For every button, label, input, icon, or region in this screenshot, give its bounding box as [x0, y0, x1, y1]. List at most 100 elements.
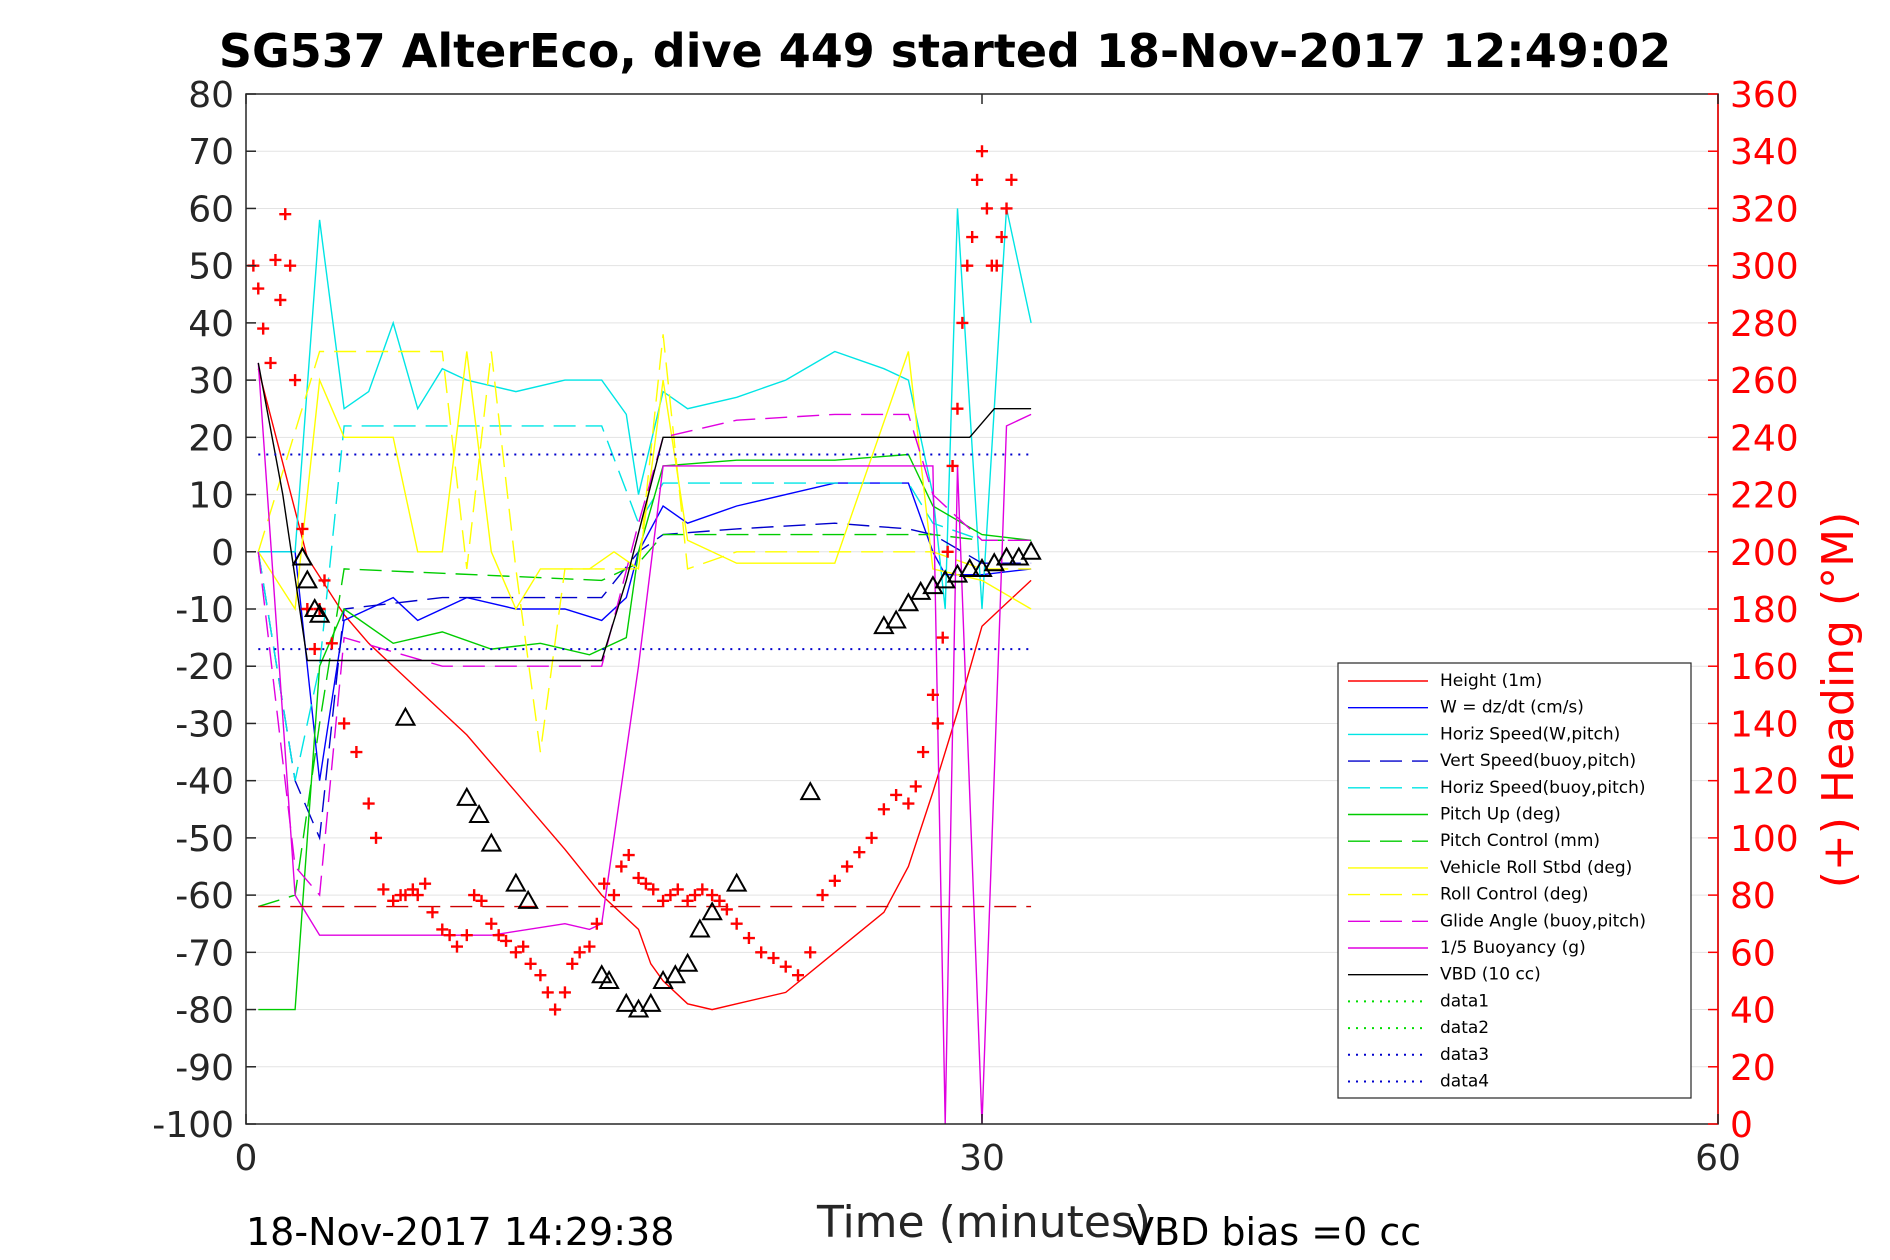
left-tick-label: -30 [175, 704, 234, 745]
right-tick-label: 220 [1730, 476, 1799, 517]
left-axis-ticks: 80 70 60 50 40 30 20 10 0 -10 -20 -30 -40 -50 -60 -70 -8… [152, 75, 256, 1146]
legend-entry: Horiz Speed(buoy,pitch) [1440, 778, 1646, 798]
heading-point [289, 374, 302, 387]
heading-point [956, 316, 969, 329]
series-layer [257, 208, 1032, 1124]
heading-point [713, 894, 726, 907]
heading-point [657, 894, 670, 907]
heading-point [436, 923, 449, 936]
legend-entry: Height (1m) [1440, 671, 1542, 691]
series-line-6 [258, 533, 1032, 908]
heading-point [549, 1003, 562, 1016]
dive-marker [456, 786, 478, 806]
dive-marker [689, 918, 711, 938]
dive-marker [291, 546, 314, 566]
dive-marker [296, 569, 319, 589]
dive-marker [627, 998, 650, 1018]
heading-point [264, 356, 277, 369]
left-tick-label: 40 [188, 304, 234, 345]
heading-point [534, 969, 547, 982]
heading-point [252, 282, 265, 295]
dive-marker [308, 603, 331, 623]
left-tick-label: -80 [175, 991, 234, 1032]
heading-point [976, 145, 988, 158]
left-tick-label: -100 [152, 1105, 234, 1146]
dive-marker [897, 592, 920, 612]
left-tick-label: 10 [188, 476, 234, 517]
dive-markers [291, 540, 1042, 1018]
heading-point [755, 946, 768, 959]
left-tick-label: 50 [188, 247, 234, 288]
right-tick-label: 260 [1730, 361, 1799, 402]
left-tick-label: 60 [188, 189, 234, 230]
x-tick-label: 0 [235, 1138, 258, 1179]
heading-point [936, 631, 949, 644]
heading-point [296, 522, 309, 535]
legend-entry: data1 [1440, 991, 1489, 1011]
heading-point [865, 831, 878, 844]
legend-entry: data2 [1440, 1018, 1489, 1038]
series-line-5 [258, 453, 1032, 1011]
left-tick-label: -20 [175, 647, 234, 688]
dive-marker [725, 872, 748, 892]
series-line-4 [257, 425, 1032, 781]
x-tick-label: 60 [1695, 1138, 1741, 1179]
heading-point [632, 871, 645, 884]
dive-marker [480, 832, 503, 852]
dive-marker [885, 609, 907, 629]
heading-point [387, 894, 400, 907]
heading-point [995, 231, 1008, 244]
heading-point [816, 889, 829, 902]
left-tick-label: -50 [175, 819, 234, 860]
left-tick-label: -40 [175, 762, 234, 803]
dive-marker [799, 781, 821, 801]
right-tick-label: 240 [1730, 418, 1799, 459]
heading-point [1000, 202, 1013, 215]
heading-point [411, 889, 424, 902]
heading-point [990, 259, 1003, 272]
heading-point [931, 717, 944, 730]
heading-point [500, 934, 513, 947]
legend-box [1337, 662, 1692, 1099]
heading-point [443, 929, 456, 942]
heading-point [792, 969, 804, 982]
heading-point [426, 906, 439, 919]
left-tick-label: -70 [175, 933, 234, 974]
heading-point [902, 797, 915, 810]
heading-point [566, 957, 579, 970]
right-axis-ticks: 3603403203002802602402202001801601401201… [1708, 75, 1799, 1146]
series-line-11 [257, 362, 1032, 662]
legend-entry: data4 [1440, 1072, 1489, 1092]
dive-marker [1008, 546, 1030, 566]
dive-marker [959, 557, 981, 577]
heading-point [615, 860, 628, 873]
dive-marker [701, 901, 723, 921]
right-tick-label: 160 [1730, 647, 1799, 688]
right-tick-label: 60 [1730, 933, 1776, 974]
dive-marker [505, 872, 527, 892]
heading-point [890, 788, 903, 801]
heading-point [877, 803, 890, 816]
heading-point [971, 173, 984, 186]
dive-marker [591, 964, 613, 984]
dive-marker [664, 964, 687, 984]
heading-point [377, 883, 390, 896]
legend-entry: VBD (10 cc) [1440, 965, 1541, 985]
x-axis-label: Time (minutes) [816, 1197, 1151, 1248]
heading-point [622, 849, 635, 862]
series-line-1 [258, 482, 1032, 781]
heading-point [269, 253, 282, 266]
right-tick-label: 320 [1730, 189, 1799, 230]
left-tick-label: 30 [188, 361, 234, 402]
heading-point [941, 545, 954, 558]
right-tick-label: 80 [1730, 876, 1776, 917]
left-tick-label: -90 [175, 1048, 234, 1089]
heading-point [279, 208, 292, 221]
footer-vbd-bias: VBD bias =0 cc [1128, 1210, 1421, 1254]
legend-entry: 1/5 Buoyancy (g) [1440, 938, 1586, 958]
heading-point [926, 688, 939, 701]
heading-point [951, 402, 964, 415]
left-tick-label: 20 [188, 418, 234, 459]
x-tick-label: 30 [959, 1138, 1005, 1179]
